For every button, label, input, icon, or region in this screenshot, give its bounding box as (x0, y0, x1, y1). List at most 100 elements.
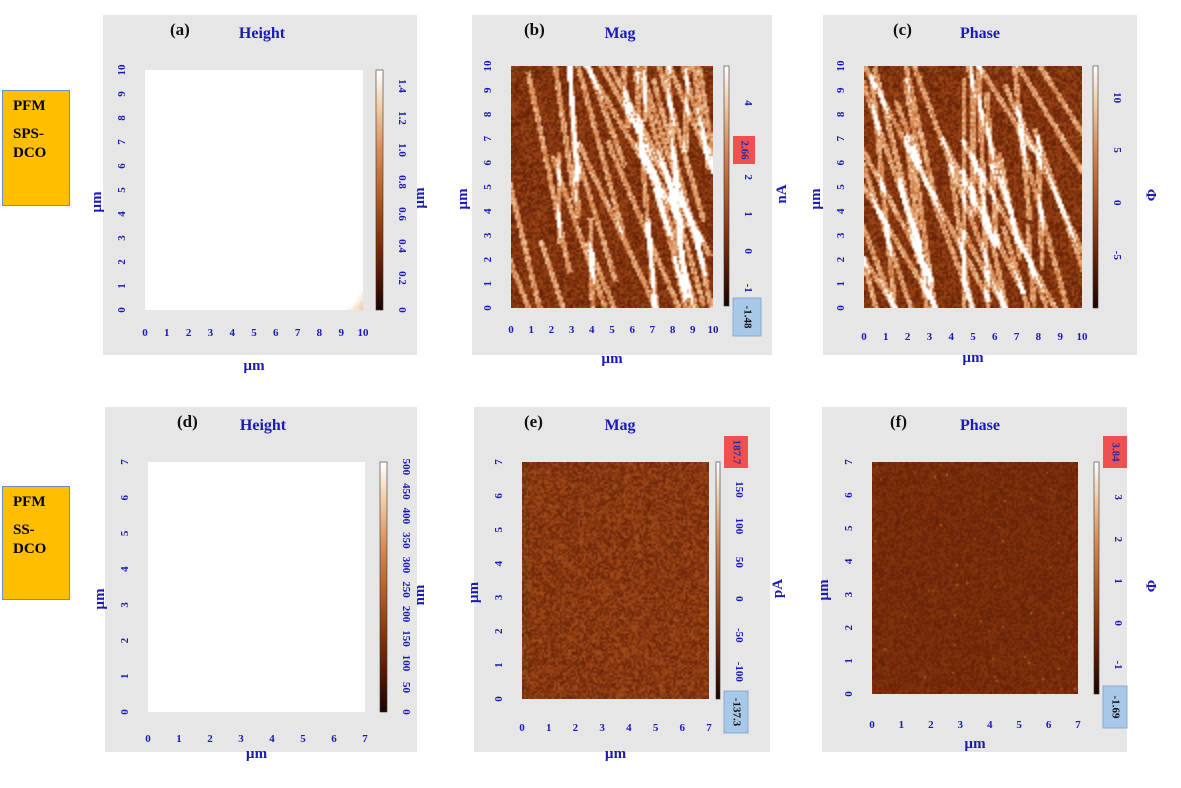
y-tick-label: 5 (119, 530, 131, 536)
y-tick-label: 4 (116, 211, 128, 217)
max-value-text: 187.7 (730, 440, 742, 465)
max-value-badge (733, 136, 755, 164)
colorbar-tick-label: 4 (742, 100, 754, 106)
panel-letter: (d) (177, 412, 198, 431)
x-tick-label: 4 (948, 331, 954, 343)
colorbar-unit-label: Φ (1144, 580, 1160, 592)
y-tick-label: 1 (119, 674, 131, 680)
max-value-badge (1103, 436, 1127, 468)
x-tick-label: 7 (362, 733, 368, 745)
min-value-text: -1.69 (1109, 696, 1121, 719)
y-tick-label: 1 (116, 283, 128, 289)
row-label-line: DCO (13, 145, 47, 161)
x-tick-label: 7 (1014, 331, 1020, 343)
y-tick-label: 6 (835, 160, 847, 166)
panel-letter: (e) (524, 412, 543, 431)
colorbar-tick-label: 0.6 (396, 207, 408, 221)
y-tick-label: 6 (119, 494, 131, 500)
y-tick-label: 4 (843, 558, 855, 564)
x-tick-label: 6 (1046, 719, 1052, 731)
y-tick-label: 10 (116, 64, 128, 76)
colorbar-tick-label: 1 (742, 211, 754, 217)
colorbar-tick-label: 250 (400, 581, 412, 598)
y-tick-label: 2 (119, 637, 131, 643)
x-tick-label: 5 (653, 722, 659, 734)
y-axis-label: µm (466, 581, 482, 603)
x-tick-label: 3 (927, 331, 933, 343)
colorbar (379, 461, 388, 713)
y-tick-label: 3 (119, 602, 131, 608)
afm-panel: (d) Height 0 50 100 150 200 250 300 350 400 450 500 n… (92, 407, 428, 762)
row-label-line: DCO (13, 541, 47, 557)
y-tick-label: 1 (843, 658, 855, 664)
colorbar-tick-label: -5 (1111, 251, 1123, 261)
x-axis-label: µm (243, 358, 265, 374)
y-tick-label: 3 (482, 232, 494, 238)
y-axis-label: µm (808, 188, 824, 210)
panel-overlay: (f) Phase -1 0 1 2 3 Φ 0 1 2 3 4 5 6 7 µm 0 1 2 3 4 5 6 7 µm 3.84 -… (816, 412, 1160, 752)
afm-panel: (a) Height 0 0.2 0.4 0.6 0.8 1.0 1.2 1.4 µm 0 1 2 3 4 5 6… (89, 15, 428, 374)
colorbar-tick-label: 1.4 (396, 79, 408, 93)
panel-overlay: (e) Mag -100 -50 0 50 100 150 pA 0 1 2 3 4 5 6 7 µm 0 1 2 3 4 5… (466, 412, 786, 762)
y-tick-label: 7 (119, 459, 131, 465)
y-tick-label: 3 (116, 235, 128, 241)
x-tick-label: 1 (883, 331, 889, 343)
panel-title: Phase (960, 417, 1000, 434)
x-tick-label: 7 (1075, 719, 1081, 731)
colorbar-tick-label: 100 (733, 518, 745, 535)
y-tick-label: 3 (835, 232, 847, 238)
x-tick-label: 6 (331, 733, 337, 745)
y-tick-label: 6 (843, 492, 855, 498)
colorbar-unit-label: nm (412, 584, 428, 605)
colorbar (723, 65, 730, 307)
y-tick-label: 5 (116, 187, 128, 193)
y-tick-label: 4 (119, 566, 131, 572)
x-axis-label: µm (962, 350, 984, 366)
y-tick-label: 7 (482, 135, 494, 141)
x-axis-label: µm (605, 746, 627, 762)
panel-title: Phase (960, 25, 1000, 42)
colorbar-unit-label: pA (770, 579, 786, 598)
x-axis-label: µm (601, 351, 623, 367)
x-tick-label: 7 (706, 722, 712, 734)
y-tick-label: 0 (482, 305, 494, 311)
y-tick-label: 0 (493, 696, 505, 702)
x-tick-label: 0 (861, 331, 867, 343)
x-tick-label: 2 (928, 719, 934, 731)
x-axis-label: µm (246, 746, 268, 762)
x-tick-label: 4 (589, 324, 595, 336)
y-tick-label: 0 (835, 305, 847, 311)
colorbar-tick-label: 0 (742, 248, 754, 254)
colorbar-tick-label: 350 (400, 532, 412, 549)
heatmap-image (872, 462, 1078, 694)
panel-letter: (b) (524, 20, 545, 39)
colorbar-tick-label: 0 (1112, 620, 1124, 626)
x-tick-label: 3 (958, 719, 964, 731)
y-tick-label: 1 (835, 281, 847, 287)
y-tick-label: 9 (116, 91, 128, 97)
colorbar-tick-label: 1.2 (396, 111, 408, 125)
colorbar-tick-label: 500 (400, 459, 412, 476)
afm-panel: (f) Phase -1 0 1 2 3 Φ 0 1 2 3 4 5 6 7 µm 0 1 2 3 4 5 6 7 µm 3.84 -… (816, 407, 1160, 752)
y-tick-label: 5 (482, 184, 494, 190)
afm-panel: (b)Mag-101234nA012345678910µm01234567891… (455, 15, 790, 367)
afm-panel: (c) Phase -5 0 5 10 Φ 0 1 2 3 4 5 6 7 8 9 10 µm 0 1 2 3 4 5 6 7 8 9 1… (808, 15, 1160, 366)
y-tick-label: 5 (493, 526, 505, 532)
x-tick-label: 4 (987, 719, 993, 731)
colorbar-tick-label: 50 (400, 682, 412, 694)
colorbar-tick-label: 150 (733, 481, 745, 498)
panel-overlay: (c) Phase -5 0 5 10 Φ 0 1 2 3 4 5 6 7 8 9 10 µm 0 1 2 3 4 5 6 7 8 9 1… (808, 20, 1160, 366)
y-tick-label: 4 (835, 208, 847, 214)
colorbar-tick-label: 1 (1112, 578, 1124, 584)
x-tick-label: 8 (317, 327, 323, 339)
x-tick-label: 5 (251, 327, 257, 339)
y-tick-label: 5 (835, 184, 847, 190)
x-tick-label: 9 (338, 327, 344, 339)
colorbar (1093, 461, 1100, 695)
y-tick-label: 6 (116, 163, 128, 169)
y-tick-label: 10 (482, 60, 494, 72)
panel-overlay: (d) Height050100150200250300350400450500n… (92, 412, 428, 762)
panel-overlay: (a) Height 0 0.2 0.4 0.6 0.8 1.0 1.2 1.4 µm 0 1 2 3 4 5 6… (89, 20, 428, 374)
x-tick-label: 2 (549, 324, 555, 336)
x-tick-label: 8 (670, 324, 676, 336)
